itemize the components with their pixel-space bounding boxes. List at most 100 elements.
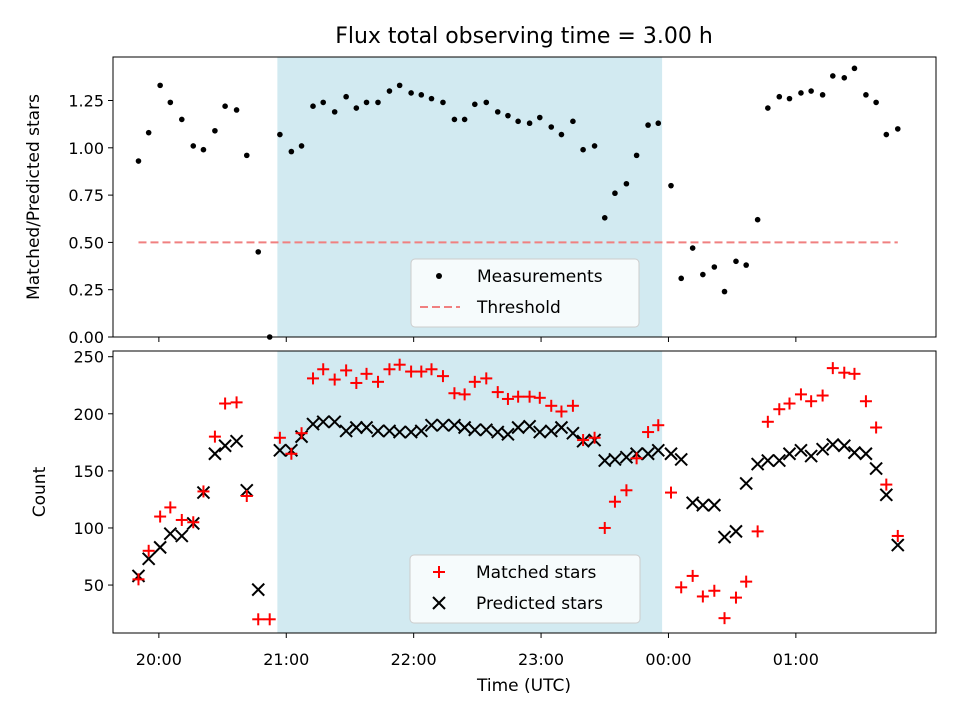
measurement-point [808,88,814,94]
predicted-star-point [544,424,558,438]
chart-title: Flux total observing time = 3.00 h [335,24,713,49]
predicted-star-point [273,443,287,458]
measurement-point [668,182,674,189]
measurement-point [288,148,295,155]
measurement-point [623,180,630,187]
matched-star-point [555,405,568,418]
top-y-axis: 0.00 0.25 0.50 0.75 1.00 1.25 [68,92,113,347]
predicted-star-point [218,439,232,453]
matched-star-point [383,363,396,376]
measurement-point [353,105,360,111]
measurement-point [612,190,618,197]
measurement-point [310,103,316,109]
bottom-legend: Matched stars Predicted stars [409,554,641,624]
matched-star-point [415,365,428,378]
measurement-point [167,99,174,106]
matched-star-point [436,370,449,383]
matched-star-point [686,569,699,582]
matched-star-point [480,372,493,385]
measurement-point [798,90,804,96]
matched-star-point [317,363,330,376]
top-panel: 0.00 0.25 0.50 0.75 1.00 1.25 Matched/Predict… [24,56,937,347]
measurement-point [601,215,608,221]
predicted-star-point [327,415,342,429]
predicted-star-point [424,418,439,432]
measurement-point [505,112,511,119]
matched-star-point [458,388,471,401]
matched-star-point [491,386,504,399]
predicted-star-point [782,447,797,461]
predicted-star-point [804,449,818,463]
measurement-point [633,152,640,159]
predicted-star-point [153,540,167,555]
matched-star-point [880,478,893,491]
bottom-y-tick-label: 150 [73,462,104,481]
measurement-point [277,131,283,138]
predicted-star-point [879,488,894,502]
predicted-star-point [772,453,787,468]
measurement-point [873,99,879,106]
top-y-axis-label: Matched/Predicted stars [24,94,44,300]
matched-star-point [340,364,353,377]
predicted-star-point [511,420,525,435]
predicted-star-point [316,415,330,429]
measurement-point [320,99,327,106]
predicted-star-point [447,418,462,432]
predicted-star-point [729,524,743,539]
predicted-star-point [339,424,353,438]
matched-star-point [197,485,210,498]
top-y-tick-label: 0.50 [68,233,104,252]
measurement-point [558,131,565,138]
measurement-point [190,143,197,149]
predicted-star-point [141,552,156,566]
matched-star-point [425,363,438,376]
matched-star-point [761,415,774,428]
matched-star-point [219,397,232,410]
matched-star-point [512,390,525,403]
predicted-star-point [229,434,244,448]
measurement-point [883,131,890,138]
predicted-star-point [739,476,753,491]
legend-measurements-marker [436,273,442,279]
measurement-point [408,90,414,96]
predicted-star-point [619,450,634,464]
matched-star-point [175,513,188,526]
bottom-panel: 50 100 150 200 250 20:00 21:00 22:00 23:00 00:00… [30,348,937,696]
matched-star-point [838,366,851,379]
matched-star-point [132,573,145,586]
bottom-plot-frame [112,350,937,634]
measurement-point [894,126,901,132]
bottom-y-axis: 50 100 150 200 250 [73,348,113,595]
predicted-star-point [359,420,374,435]
predicted-star-point [251,582,265,597]
predicted-star-point [208,447,222,461]
predicted-star-point [750,457,765,471]
predicted-star-point [869,461,883,476]
predicted-star-point [608,452,622,467]
matched-star-point [729,591,742,604]
measurement-point [678,275,685,282]
legend-threshold-label: Threshold [476,298,561,318]
matched-star-point [230,396,243,409]
matched-star-point [773,403,786,416]
predicted-star-point [674,452,688,467]
measurement-point [591,143,598,149]
measurement-point [461,116,468,123]
measurement-point [418,92,425,98]
matched-star-point [652,419,665,432]
top-legend: Measurements Threshold [410,258,640,328]
predicted-star-point [651,443,665,458]
predicted-star-point [371,424,385,438]
matched-star-point [371,375,384,388]
measurement-point [343,93,349,100]
predicted-star-point [847,445,862,460]
bottom-x-axis: 20:00 21:00 22:00 23:00 00:00 01:00 [136,633,819,669]
matched-star-point [328,373,341,386]
matched-star-point [263,613,276,626]
measurement-point [135,158,142,164]
predicted-star-point [349,420,364,435]
legend-matched-marker [433,566,445,578]
matched-star-point [665,486,678,499]
measurement-point [243,152,250,159]
